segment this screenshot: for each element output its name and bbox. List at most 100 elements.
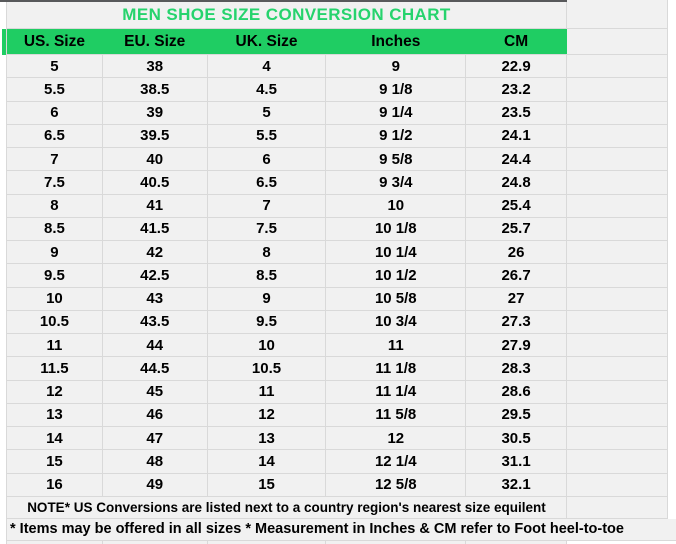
table-cell[interactable]: 10.5 <box>207 357 327 381</box>
table-cell[interactable]: 24.1 <box>466 124 567 148</box>
table-cell[interactable]: 9 1/8 <box>326 78 467 102</box>
table-cell[interactable]: 38 <box>102 55 208 79</box>
empty-cell[interactable] <box>567 124 667 148</box>
table-cell[interactable]: 10 1/2 <box>326 264 467 288</box>
empty-cell[interactable] <box>567 148 667 172</box>
empty-cell[interactable] <box>567 217 667 241</box>
table-cell[interactable]: 7.5 <box>7 171 103 195</box>
table-cell[interactable]: 5 <box>207 101 327 125</box>
table-cell[interactable]: 5.5 <box>207 124 327 148</box>
table-cell[interactable]: 8 <box>207 241 327 265</box>
table-cell[interactable]: 14 <box>7 427 103 451</box>
table-cell[interactable]: 48 <box>102 450 208 474</box>
empty-cell[interactable] <box>207 540 327 544</box>
empty-cell[interactable] <box>567 357 667 381</box>
table-cell[interactable]: 11 1/8 <box>326 357 467 381</box>
table-cell[interactable]: 7.5 <box>207 217 327 241</box>
table-cell[interactable]: 10 1/8 <box>326 217 467 241</box>
empty-cell[interactable] <box>567 29 667 55</box>
table-cell[interactable]: 15 <box>207 473 327 497</box>
table-cell[interactable]: 6 <box>207 148 327 172</box>
table-cell[interactable]: 9 5/8 <box>326 148 467 172</box>
table-cell[interactable]: 28.3 <box>466 357 567 381</box>
empty-cell[interactable] <box>567 55 667 79</box>
table-cell[interactable]: 43.5 <box>102 310 208 334</box>
table-cell[interactable]: 45 <box>102 380 208 404</box>
table-cell[interactable]: 11 <box>207 380 327 404</box>
table-cell[interactable]: 11 <box>7 334 103 358</box>
table-cell[interactable]: 23.5 <box>466 101 567 125</box>
table-cell[interactable]: 12 <box>207 403 327 427</box>
table-cell[interactable]: 40.5 <box>102 171 208 195</box>
table-cell[interactable]: 7 <box>207 194 327 218</box>
table-cell[interactable]: 10 <box>207 334 327 358</box>
empty-cell[interactable] <box>567 334 667 358</box>
empty-cell[interactable] <box>567 194 667 218</box>
table-cell[interactable]: 16 <box>7 473 103 497</box>
table-cell[interactable]: 40 <box>102 148 208 172</box>
table-cell[interactable]: 42 <box>102 241 208 265</box>
table-cell[interactable]: 6 <box>7 101 103 125</box>
empty-cell[interactable] <box>567 380 667 404</box>
table-cell[interactable]: 9.5 <box>207 310 327 334</box>
table-cell[interactable]: 11 <box>326 334 467 358</box>
table-cell[interactable]: 23.2 <box>466 78 567 102</box>
page-title[interactable]: MEN SHOE SIZE CONVERSION CHART <box>7 2 567 29</box>
table-cell[interactable]: 12 5/8 <box>326 473 467 497</box>
column-header[interactable]: US. Size <box>7 29 103 54</box>
table-cell[interactable]: 15 <box>7 450 103 474</box>
empty-cell[interactable] <box>567 78 667 102</box>
table-cell[interactable]: 12 <box>326 427 467 451</box>
empty-cell[interactable] <box>567 241 667 265</box>
table-cell[interactable]: 46 <box>102 403 208 427</box>
table-cell[interactable]: 10 3/4 <box>326 310 467 334</box>
table-cell[interactable]: 9 <box>326 55 467 79</box>
empty-cell[interactable] <box>466 540 567 544</box>
empty-cell[interactable] <box>567 427 667 451</box>
empty-cell[interactable] <box>567 264 667 288</box>
table-cell[interactable]: 9.5 <box>7 264 103 288</box>
empty-cell[interactable] <box>567 0 667 29</box>
table-cell[interactable]: 5.5 <box>7 78 103 102</box>
table-cell[interactable]: 24.4 <box>466 148 567 172</box>
column-header[interactable]: Inches <box>326 29 467 54</box>
table-cell[interactable]: 9 <box>7 241 103 265</box>
table-cell[interactable]: 41.5 <box>102 217 208 241</box>
table-cell[interactable]: 42.5 <box>102 264 208 288</box>
table-cell[interactable]: 24.8 <box>466 171 567 195</box>
table-cell[interactable]: 11 5/8 <box>326 403 467 427</box>
table-cell[interactable]: 30.5 <box>466 427 567 451</box>
table-cell[interactable]: 11 1/4 <box>326 380 467 404</box>
table-cell[interactable]: 9 3/4 <box>326 171 467 195</box>
table-cell[interactable]: 10 <box>7 287 103 311</box>
empty-cell[interactable] <box>102 540 208 544</box>
table-cell[interactable]: 10 1/4 <box>326 241 467 265</box>
table-cell[interactable]: 28.6 <box>466 380 567 404</box>
table-cell[interactable]: 7 <box>7 148 103 172</box>
empty-cell[interactable] <box>7 540 103 544</box>
table-cell[interactable]: 43 <box>102 287 208 311</box>
table-cell[interactable]: 10 <box>326 194 467 218</box>
table-cell[interactable]: 29.5 <box>466 403 567 427</box>
table-cell[interactable]: 27.9 <box>466 334 567 358</box>
table-cell[interactable]: 12 <box>7 380 103 404</box>
note-text[interactable]: NOTE* US Conversions are listed next to … <box>7 496 567 519</box>
table-cell[interactable]: 8 <box>7 194 103 218</box>
empty-cell[interactable] <box>567 310 667 334</box>
table-cell[interactable]: 39 <box>102 101 208 125</box>
table-cell[interactable]: 8.5 <box>7 217 103 241</box>
footnote-row[interactable]: * Items may be offered in all sizes * Me… <box>6 518 676 541</box>
table-cell[interactable]: 13 <box>207 427 327 451</box>
column-header[interactable]: EU. Size <box>102 29 208 54</box>
table-cell[interactable]: 38.5 <box>102 78 208 102</box>
table-cell[interactable]: 41 <box>102 194 208 218</box>
table-cell[interactable]: 44 <box>102 334 208 358</box>
table-cell[interactable]: 47 <box>102 427 208 451</box>
table-cell[interactable]: 11.5 <box>7 357 103 381</box>
table-cell[interactable]: 44.5 <box>102 357 208 381</box>
empty-cell[interactable] <box>567 403 667 427</box>
table-cell[interactable]: 4 <box>207 55 327 79</box>
table-cell[interactable]: 26.7 <box>466 264 567 288</box>
table-cell[interactable]: 9 <box>207 287 327 311</box>
table-cell[interactable]: 39.5 <box>102 124 208 148</box>
